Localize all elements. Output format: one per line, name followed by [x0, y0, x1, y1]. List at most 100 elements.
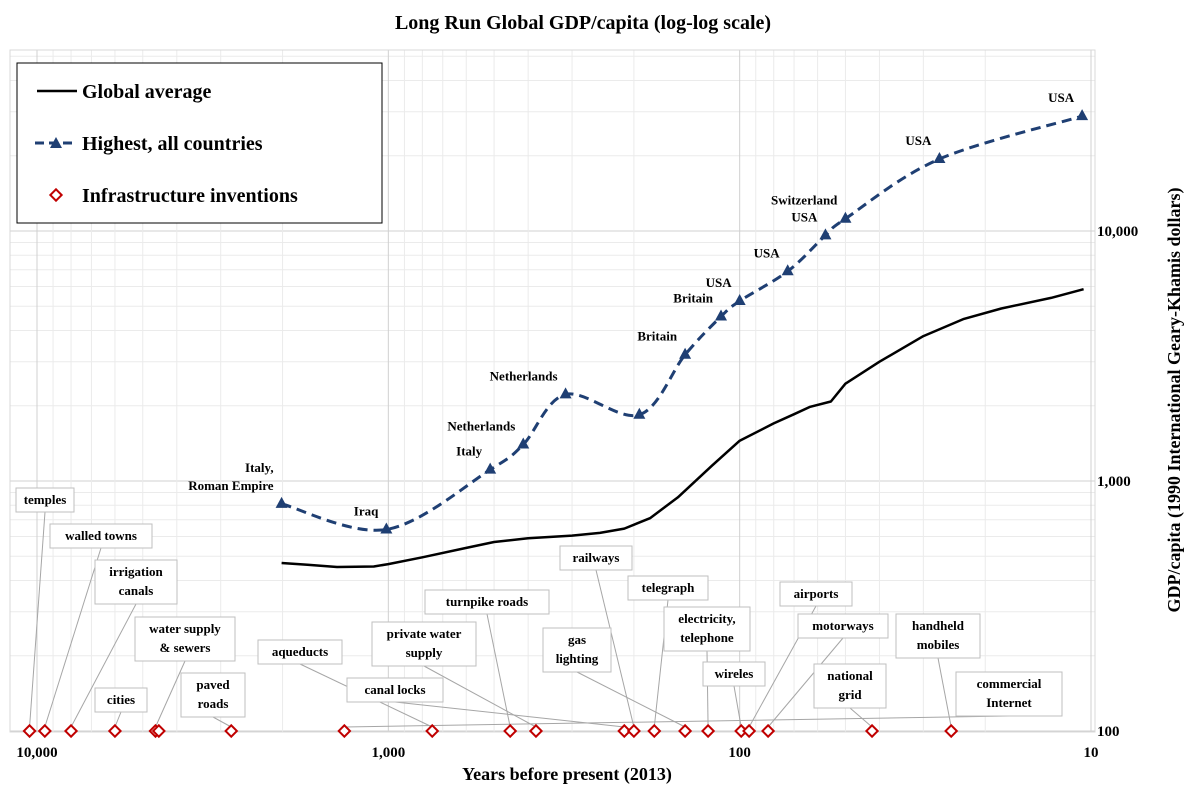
plot-area — [9, 49, 1096, 733]
callout-label-line: turnpike roads — [446, 594, 528, 609]
highest-point-label-line: Britain — [673, 290, 713, 305]
infra-marker — [425, 723, 440, 739]
callout-label-line: aqueducts — [272, 644, 328, 659]
callout-leader — [486, 613, 511, 728]
callout-label: handheld mobiles — [912, 618, 965, 652]
callout-label: wireles — [715, 666, 754, 681]
callout-label-line: walled towns — [65, 528, 137, 543]
callout-box — [702, 661, 766, 687]
callout-leader — [114, 711, 122, 728]
legend-highest-label: Highest, all countries — [82, 133, 263, 155]
x-tick-label: 1,000 — [371, 745, 405, 761]
y-tick-label: 10,000 — [1097, 224, 1138, 240]
callout-box — [542, 627, 612, 673]
legend-infra-marker — [48, 187, 64, 203]
callout-box — [424, 589, 550, 615]
infra-marker — [22, 723, 37, 739]
highest-point-label-line: Iraq — [354, 503, 379, 518]
callout-leader — [767, 637, 844, 728]
x-tick-label: 10 — [1084, 745, 1099, 761]
callout-box — [180, 672, 246, 718]
callout-box — [627, 575, 709, 601]
y-tick-label: 1,000 — [1097, 474, 1131, 490]
callout-label-line: cities — [107, 692, 135, 707]
callout-label-line: national — [827, 668, 873, 683]
callout-leader — [155, 660, 186, 728]
highest-point-label-line: Britain — [637, 329, 677, 344]
y-axis-ticks: 100 1,000 10,000 — [1097, 224, 1138, 740]
infra-marker — [224, 723, 239, 739]
legend-box — [16, 62, 383, 224]
infra-marker — [761, 723, 776, 739]
callout-box — [559, 545, 633, 571]
callout-box — [663, 606, 751, 652]
callout-label-line: paved — [196, 677, 230, 692]
callout-box — [779, 581, 853, 607]
callout-label-line: telephone — [680, 630, 734, 645]
callout-label-line: airports — [794, 586, 839, 601]
highest-marker — [484, 462, 497, 474]
callout-box — [346, 677, 444, 703]
infra-marker — [944, 723, 959, 739]
callout-box — [94, 559, 178, 605]
callout-box — [797, 613, 889, 639]
highest-point-label: Italy — [456, 444, 483, 459]
chart-title: Long Run Global GDP/capita (log-log scal… — [395, 12, 771, 34]
highest-marker — [933, 152, 946, 164]
infra-marker — [626, 723, 641, 739]
highest-point-label-line: Italy — [456, 444, 483, 459]
global-average-line — [281, 287, 1084, 569]
infra-marker — [503, 723, 518, 739]
callout-box — [371, 621, 477, 667]
callout-label-line: lighting — [556, 651, 599, 666]
highest-point-label-line: USA — [706, 275, 733, 290]
highest-marker — [275, 496, 288, 508]
infra-marker — [742, 723, 757, 739]
y-axis-title: GDP/capita (1990 International Geary-Kha… — [1164, 188, 1185, 613]
highest-line — [281, 114, 1083, 532]
callout-label: water supply & sewers — [149, 621, 221, 655]
callout-label-line: private water — [387, 626, 462, 641]
callout-label: motorways — [812, 618, 873, 633]
callout-label: national grid — [827, 668, 873, 702]
infra-marker — [337, 723, 352, 739]
callout-label-line: electricity, — [678, 611, 735, 626]
highest-marker — [781, 264, 794, 276]
infra-marker — [528, 723, 544, 739]
highest-point-label-line: USA — [1048, 90, 1075, 105]
y-tick-label: 100 — [1097, 724, 1120, 740]
highest-point-label: USA — [706, 275, 733, 290]
callout-label-line: telegraph — [642, 580, 695, 595]
highest-point-label: Netherlands — [490, 368, 558, 383]
callout-label-line: commercial — [977, 676, 1042, 691]
callout-box — [955, 671, 1063, 717]
highest-marker — [715, 309, 728, 321]
highest-marker — [633, 407, 646, 419]
callout-box — [134, 616, 236, 662]
callout-box — [94, 687, 148, 713]
legend-infra-label: Infrastructure inventions — [82, 185, 298, 207]
callout-label: aqueducts — [272, 644, 328, 659]
callout-label: airports — [794, 586, 839, 601]
highest-marker — [839, 211, 852, 223]
callout-label: paved roads — [196, 677, 230, 711]
highest-marker — [380, 522, 393, 534]
callout-label-line: roads — [198, 696, 229, 711]
highest-point-label: Switzerland — [771, 193, 838, 208]
infra-marker — [151, 723, 166, 739]
highest-point-label: USA — [905, 133, 932, 148]
infra-marker — [63, 723, 79, 739]
highest-point-label: USA — [1048, 90, 1075, 105]
highest-marker — [679, 347, 692, 359]
highest-marker — [559, 387, 572, 399]
highest-point-label-line: Netherlands — [490, 368, 558, 383]
highest-marker — [517, 437, 530, 449]
callout-label-line: & sewers — [160, 640, 211, 655]
callout-label-line: temples — [24, 492, 67, 507]
highest-point-label: Britain — [673, 290, 713, 305]
callout-label-line: canal locks — [364, 682, 425, 697]
infra-marker — [37, 723, 52, 739]
highest-point-label: USA — [791, 209, 818, 224]
callout-label-line: irrigation — [109, 564, 163, 579]
